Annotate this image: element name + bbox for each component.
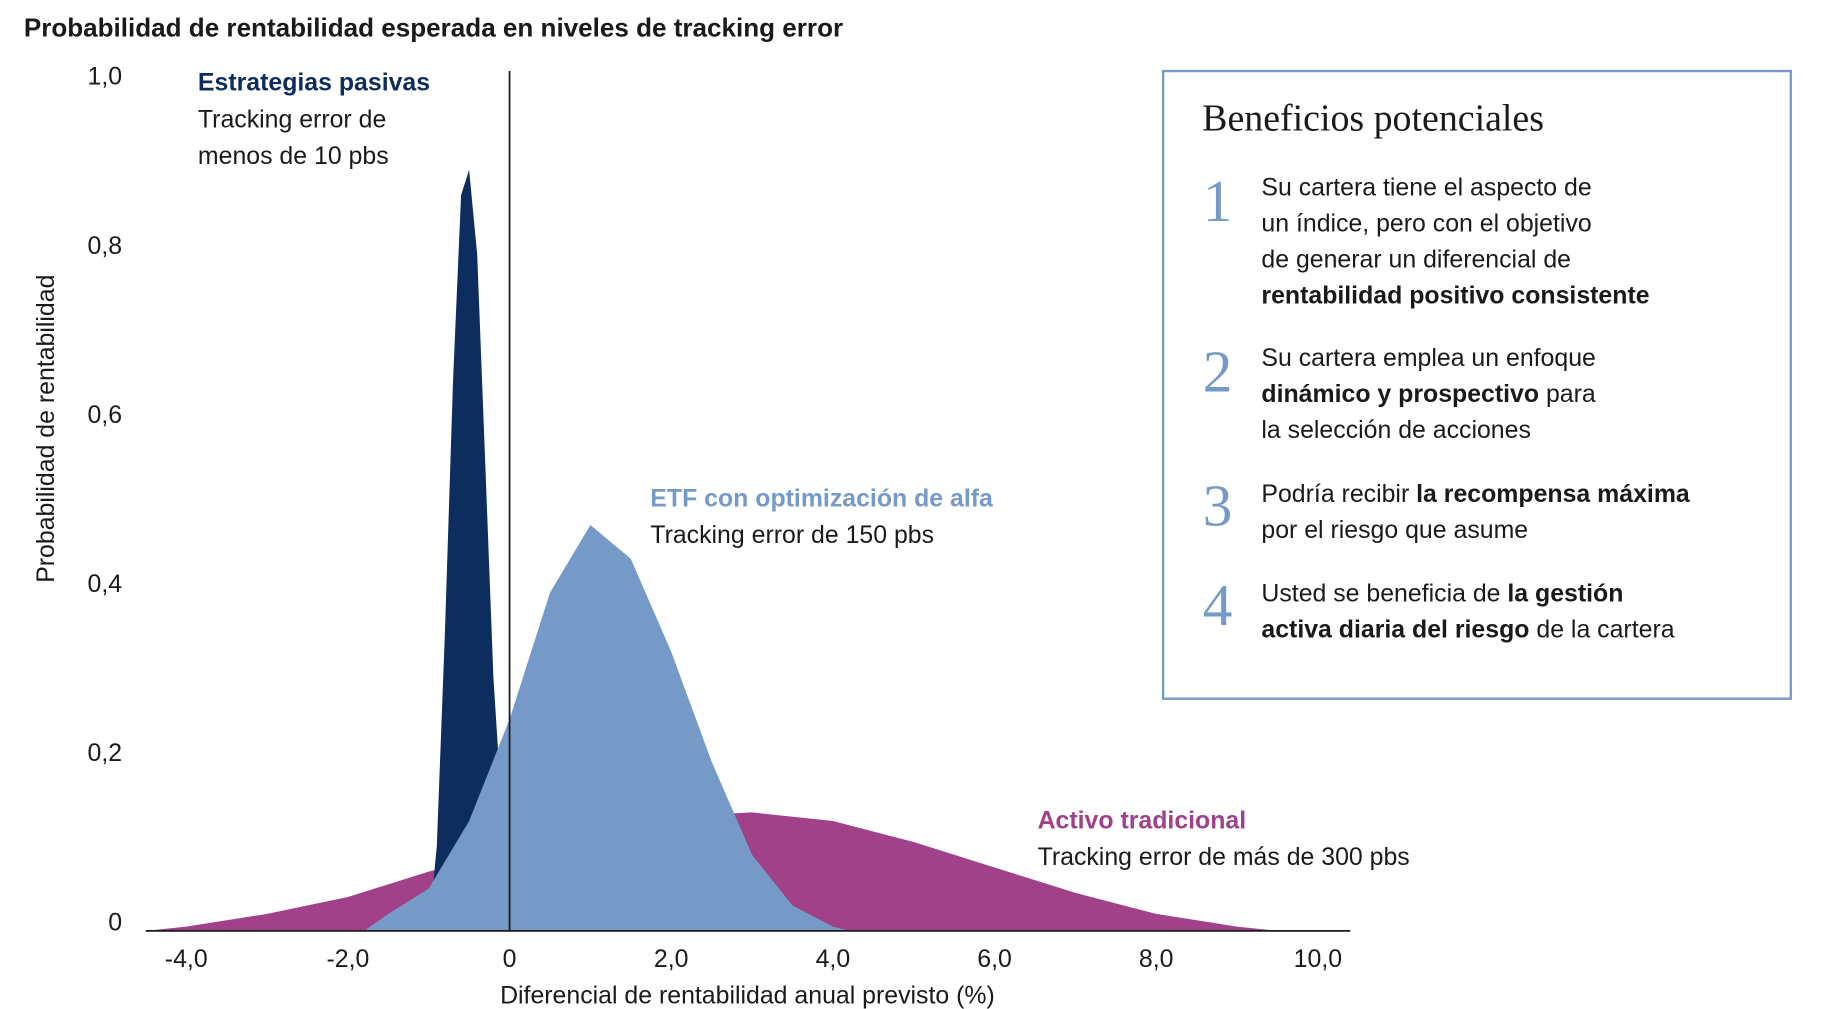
benefit-text: Su cartera emplea un enfoque	[1261, 343, 1595, 371]
benefit-text: Su cartera tiene el aspecto de	[1261, 173, 1591, 201]
benefit-text: por el riesgo que asume	[1261, 516, 1528, 544]
benefit-line: Su cartera emplea un enfoque	[1261, 343, 1595, 371]
x-tick-label: 0	[503, 945, 517, 973]
series-note: menos de 10 pbs	[198, 142, 389, 170]
series-label: Activo tradicional	[1038, 806, 1247, 834]
series-note: Tracking error de	[198, 105, 386, 133]
x-tick-label: 8,0	[1139, 945, 1174, 973]
y-tick-label: 0,4	[88, 570, 123, 598]
y-tick-label: 1,0	[88, 63, 123, 91]
series-note: Tracking error de más de 300 pbs	[1038, 843, 1410, 871]
benefit-line: por el riesgo que asume	[1261, 516, 1528, 544]
benefit-line: un índice, pero con el objetivo	[1261, 209, 1591, 237]
benefit-text: para	[1539, 380, 1596, 408]
benefit-line: activa diaria del riesgo de la cartera	[1261, 615, 1674, 643]
x-tick-label: 6,0	[977, 945, 1012, 973]
x-tick-label: -4,0	[165, 945, 208, 973]
benefit-number: 2	[1203, 338, 1233, 404]
benefit-line: de generar un diferencial de	[1261, 245, 1571, 273]
benefit-text: rentabilidad positivo consistente	[1261, 281, 1649, 309]
benefit-text: activa diaria del riesgo	[1261, 615, 1529, 643]
benefit-line: rentabilidad positivo consistente	[1261, 281, 1649, 309]
benefit-text: Podría recibir	[1261, 480, 1416, 508]
benefit-number: 1	[1203, 168, 1233, 234]
density-area	[428, 169, 510, 931]
x-axis-label: Diferencial de rentabilidad anual previs…	[500, 982, 995, 1009]
panel-box	[1161, 69, 1792, 700]
x-tick-label: 4,0	[816, 945, 851, 973]
benefit-text: la recompensa máxima	[1416, 480, 1690, 508]
x-tick-label: -2,0	[326, 945, 369, 973]
chart-title: Probabilidad de rentabilidad esperada en…	[24, 12, 843, 42]
y-axis-label: Probabilidad de rentabilidad	[32, 275, 60, 583]
benefit-text: un índice, pero con el objetivo	[1261, 209, 1591, 237]
series-label: ETF con optimización de alfa	[650, 484, 993, 512]
benefit-line: la selección de acciones	[1261, 416, 1530, 444]
series-note: Tracking error de 150 pbs	[650, 521, 934, 549]
y-tick-label: 0,8	[88, 232, 123, 260]
x-tick-label: 10,0	[1294, 945, 1342, 973]
benefit-text: la gestión	[1507, 579, 1623, 607]
x-tick-label: 2,0	[654, 945, 689, 973]
y-tick-label: 0,2	[88, 739, 123, 767]
benefit-line: dinámico y prospectivo para	[1261, 380, 1596, 408]
series-label: Estrategias pasivas	[198, 69, 430, 97]
benefit-number: 3	[1203, 473, 1233, 539]
panel-title: Beneficios potenciales	[1202, 98, 1544, 140]
benefit-number: 4	[1203, 572, 1233, 638]
benefit-text: Usted se beneficia de	[1261, 579, 1507, 607]
benefit-text: dinámico y prospectivo	[1261, 380, 1539, 408]
y-tick-label: 0,6	[88, 401, 123, 429]
benefit-line: Podría recibir la recompensa máxima	[1261, 480, 1690, 508]
benefit-text: de la cartera	[1529, 615, 1674, 643]
benefit-text: la selección de acciones	[1261, 416, 1530, 444]
benefit-line: Su cartera tiene el aspecto de	[1261, 173, 1591, 201]
density-area	[364, 524, 850, 931]
benefit-text: de generar un diferencial de	[1261, 245, 1571, 273]
benefit-line: Usted se beneficia de la gestión	[1261, 579, 1623, 607]
y-tick-label: 0	[108, 908, 122, 936]
